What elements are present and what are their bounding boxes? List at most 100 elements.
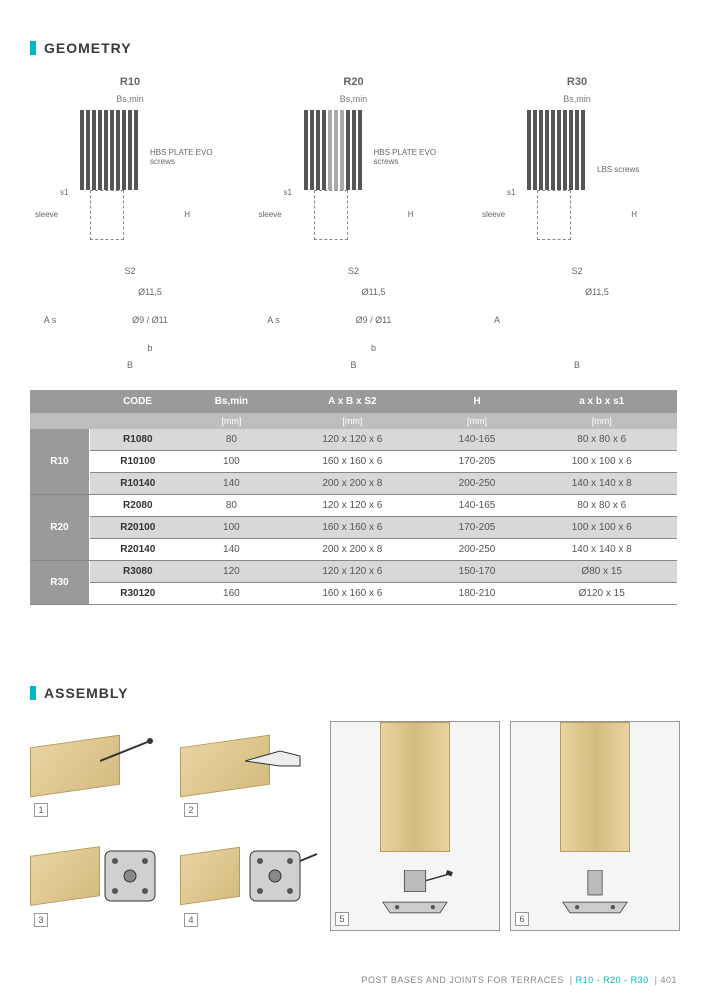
bigb-label: B (254, 360, 454, 370)
th-bsmin: Bs,min (186, 390, 277, 413)
s1-label: s1 (60, 188, 68, 197)
screw-label: HBS PLATE EVO screws (150, 148, 220, 166)
th-abs2: A x B x S2 (277, 390, 428, 413)
geom-col-r20: R20 Bs,min HBS PLATE EVO screws sleeve s… (254, 76, 454, 256)
section-marker-icon (30, 41, 36, 55)
bigb-label: B (477, 360, 677, 370)
a-label: A s (254, 315, 294, 325)
unit: [mm] (277, 413, 428, 429)
geom-title: R20 (254, 76, 454, 88)
geometry-diagrams-row: R10 Bs,min HBS PLATE EVO screws sleeve s… (30, 76, 677, 256)
group-cell: R30 (30, 561, 89, 605)
h-label: H (184, 210, 190, 219)
assembly-heading: ASSEMBLY (30, 685, 677, 701)
sleeve-label: sleeve (35, 210, 58, 219)
step-number: 1 (34, 803, 48, 817)
dia-label: Ø9 / Ø11 (70, 315, 230, 325)
cell-code: R10100 (89, 451, 185, 473)
cell-code: R20100 (89, 517, 185, 539)
geometry-heading: GEOMETRY (30, 40, 677, 56)
th-code: CODE (89, 390, 185, 413)
a-label: A (477, 315, 517, 325)
base-col: S2 Ø11,5 A sØ9 / Ø11 b B (30, 266, 230, 370)
geometry-table: CODE Bs,min A x B x S2 H a x b x s1 [mm]… (30, 390, 677, 605)
cell-b: 120 (186, 561, 277, 583)
base-col: S2 Ø11,5 A B (477, 266, 677, 370)
cell-b: 100 (186, 451, 277, 473)
cell-code: R30120 (89, 583, 185, 605)
sleeve-label: sleeve (482, 210, 505, 219)
cell-code: R10140 (89, 473, 185, 495)
screw-label: LBS screws (597, 165, 667, 174)
unit: [mm] (186, 413, 277, 429)
cell-b: 140 (186, 473, 277, 495)
assembly-step-3: 3 (30, 831, 170, 931)
h-label: H (631, 210, 637, 219)
cell-abs2: 160 x 160 x 6 (277, 583, 428, 605)
step-number: 6 (515, 912, 529, 926)
geom-col-r30: R30 Bs,min LBS screws sleeve s1 H (477, 76, 677, 256)
geom-sub: Bs,min (477, 94, 677, 104)
assembly-col-1: 1 3 (30, 721, 170, 931)
cell-abs1: 100 x 100 x 6 (526, 451, 677, 473)
step-number: 4 (184, 913, 198, 927)
cell-code: R20140 (89, 539, 185, 561)
table-row: R20100100160 x 160 x 6170-205100 x 100 x… (30, 517, 677, 539)
bigb-label: B (30, 360, 230, 370)
cell-b: 100 (186, 517, 277, 539)
unit (30, 413, 89, 429)
assembly-label: ASSEMBLY (44, 685, 129, 701)
hole-label: Ø11,5 (517, 287, 677, 297)
cell-abs2: 120 x 120 x 6 (277, 561, 428, 583)
assembly-step-5: 5 (330, 721, 500, 931)
unit: [mm] (526, 413, 677, 429)
table-row: R10R108080120 x 120 x 6140-16580 x 80 x … (30, 429, 677, 451)
a-label: A s (30, 315, 70, 325)
cell-h: 150-170 (428, 561, 527, 583)
cell-abs1: 140 x 140 x 8 (526, 473, 677, 495)
screw-label: HBS PLATE EVO screws (374, 148, 444, 166)
assembly-step-1: 1 (30, 721, 170, 821)
table-row: R20R208080120 x 120 x 6140-16580 x 80 x … (30, 495, 677, 517)
diagram-r20: HBS PLATE EVO screws sleeve s1 H (254, 110, 454, 250)
cell-abs1: 100 x 100 x 6 (526, 517, 677, 539)
cell-code: R1080 (89, 429, 185, 451)
group-cell: R20 (30, 495, 89, 561)
table-row: R20140140200 x 200 x 8200-250140 x 140 x… (30, 539, 677, 561)
diagram-r30: LBS screws sleeve s1 H (477, 110, 677, 250)
cell-abs1: 140 x 140 x 8 (526, 539, 677, 561)
th-abs1: a x b x s1 (526, 390, 677, 413)
cell-h: 170-205 (428, 517, 527, 539)
cell-h: 140-165 (428, 429, 527, 451)
th-group (30, 390, 89, 413)
table-row: R30120160160 x 160 x 6180-210Ø120 x 15 (30, 583, 677, 605)
footer-page: 401 (660, 975, 677, 985)
cell-abs1: 80 x 80 x 6 (526, 495, 677, 517)
h-label: H (408, 210, 414, 219)
sleeve-label: sleeve (259, 210, 282, 219)
cell-h: 200-250 (428, 473, 527, 495)
assembly-step-2: 2 (180, 721, 320, 821)
cell-abs2: 160 x 160 x 6 (277, 451, 428, 473)
step-number: 2 (184, 803, 198, 817)
table-row: R10100100160 x 160 x 6170-205100 x 100 x… (30, 451, 677, 473)
cell-h: 170-205 (428, 451, 527, 473)
footer-left: POST BASES AND JOINTS FOR TERRACES (362, 975, 564, 985)
s2-label: S2 (477, 266, 677, 276)
assembly-step-4: 4 (180, 831, 320, 931)
cell-abs1: 80 x 80 x 6 (526, 429, 677, 451)
cell-abs1: Ø120 x 15 (526, 583, 677, 605)
diagram-r10: HBS PLATE EVO screws sleeve s1 H (30, 110, 230, 250)
cell-code: R3080 (89, 561, 185, 583)
assembly-col-2: 2 4 (180, 721, 320, 931)
step-number: 3 (34, 913, 48, 927)
cell-h: 180-210 (428, 583, 527, 605)
cell-abs2: 160 x 160 x 6 (277, 517, 428, 539)
geom-sub: Bs,min (30, 94, 230, 104)
page-footer: POST BASES AND JOINTS FOR TERRACES | R10… (362, 975, 677, 985)
geometry-label: GEOMETRY (44, 40, 132, 56)
base-col: S2 Ø11,5 A sØ9 / Ø11 b B (254, 266, 454, 370)
step-number: 5 (335, 912, 349, 926)
section-marker-icon (30, 686, 36, 700)
geom-title: R30 (477, 76, 677, 88)
